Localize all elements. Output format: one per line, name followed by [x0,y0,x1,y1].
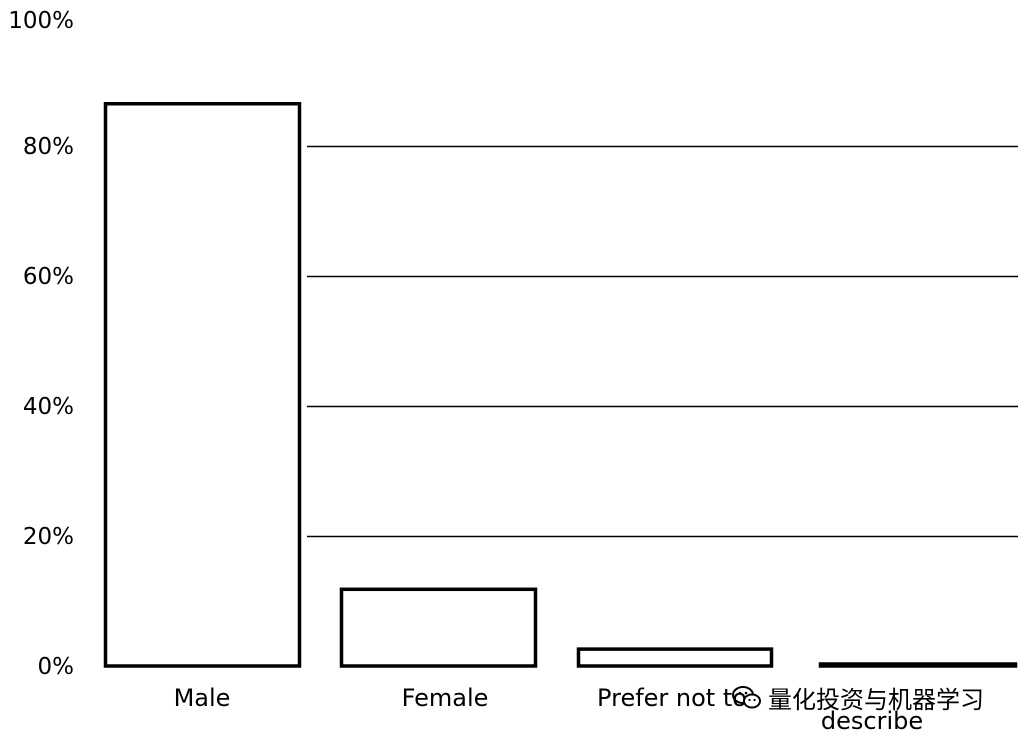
x-category-label: Female [402,684,489,712]
y-tick-label: 80% [23,134,74,160]
y-tick-label: 40% [23,394,74,420]
bar [818,662,1018,668]
bar [576,647,774,668]
y-tick-label: 100% [8,8,74,34]
bars [103,102,1018,668]
y-tick-label: 20% [23,524,74,550]
y-tick-label: 60% [23,264,74,290]
y-tick-label: 0% [38,654,75,680]
x-category-label: Male [174,684,231,712]
bar [103,102,302,668]
grid-lines [307,145,1018,538]
bar [339,587,538,668]
x-category-label: describe [821,707,923,735]
y-axis-ticks: 0% 20% 40% 60% 80% 100% [8,8,74,680]
x-axis-labels: Male Female Prefer not to describe [174,684,924,735]
x-category-label: Prefer not to [597,684,747,712]
